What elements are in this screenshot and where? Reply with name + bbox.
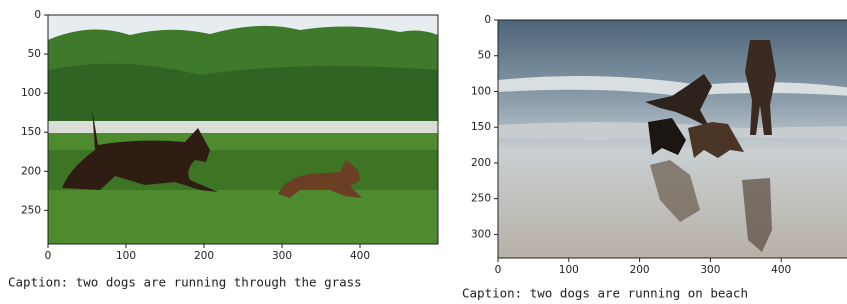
y-tick-label: 50 (28, 48, 41, 60)
y-tick-label: 0 (484, 14, 491, 26)
x-tick-label: 300 (700, 264, 720, 276)
y-tick-label: 200 (21, 165, 41, 177)
screenshot: 0 100 200 300 400 0 50 100 150 200 250 Caption: two… (0, 0, 847, 304)
photo-beach (498, 20, 847, 258)
y-tick-label: 300 (471, 228, 491, 240)
y-tick-label: 150 (471, 121, 491, 133)
x-tick-label: 300 (272, 250, 292, 262)
x-tick-label: 100 (116, 250, 136, 262)
x-tick-label: 0 (45, 250, 52, 262)
y-tick-label: 100 (471, 85, 491, 97)
x-tick-label: 400 (771, 264, 791, 276)
y-tick-label: 100 (21, 87, 41, 99)
y-tick-label: 200 (471, 157, 491, 169)
x-tick-label: 200 (194, 250, 214, 262)
x-tick-label: 100 (559, 264, 579, 276)
x-tick-label: 400 (350, 250, 370, 262)
x-tick-label: 200 (630, 264, 650, 276)
photo-grass (48, 15, 438, 244)
y-tick-label: 250 (471, 193, 491, 205)
y-tick-label: 250 (21, 204, 41, 216)
x-tick-label: 0 (495, 264, 502, 276)
y-tick-label: 150 (21, 126, 41, 138)
caption: Caption: two dogs are running on beach (462, 286, 748, 301)
y-tick-label: 50 (478, 50, 491, 62)
caption: Caption: two dogs are running through th… (8, 275, 362, 290)
y-tick-label: 0 (34, 9, 41, 21)
